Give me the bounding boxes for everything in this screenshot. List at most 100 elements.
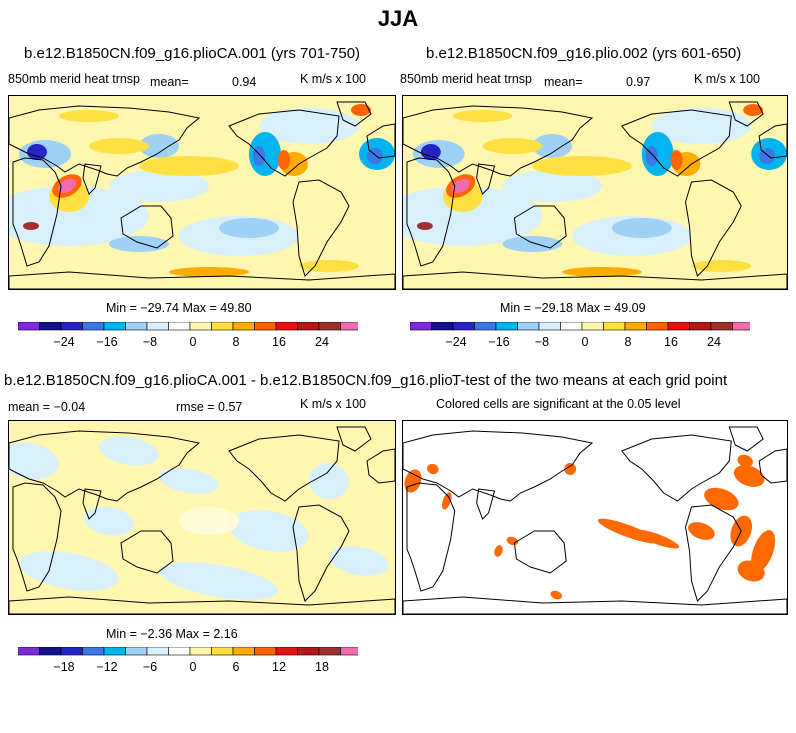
field-weak-negative [9,186,149,246]
colorbar-tick-label: −16 [96,335,117,349]
panel4-map-svg [403,421,787,614]
significant-cells [704,487,739,511]
coastline [476,163,496,195]
colorbar-swatch [710,322,733,331]
significant-cells [494,545,503,557]
colorbar-tick-label: 0 [190,660,197,674]
field-positive [23,222,39,230]
significant-cells [564,463,577,475]
panel1-title: b.e12.B1850CN.f09_g16.plioCA.001 (yrs 70… [24,45,361,62]
panel2-map [402,95,788,290]
colorbar-swatch [297,322,320,331]
colorbar-swatch [39,647,62,656]
colorbar-tick-label: −12 [96,660,117,674]
significant-cells [550,590,562,600]
coastline [403,430,594,502]
coastline [292,504,350,602]
diff-negative-region [159,468,219,494]
significant-cells [737,560,765,582]
coastline [685,179,742,277]
panel1-units: K m/s x 100 [300,72,366,86]
colorbar-swatch [82,647,105,656]
colorbar-swatch [275,647,298,656]
field-weak-negative [403,186,543,246]
diff-negative-region [19,551,119,591]
colorbar-swatch [168,322,191,331]
coastline [728,101,764,127]
panel1-mean-value: 0.94 [232,75,257,89]
colorbar-swatch [624,322,647,331]
panel2-units: K m/s x 100 [694,72,760,86]
colorbar-swatch [452,322,475,331]
panel4-map [402,420,788,615]
field-positive [482,138,543,154]
panel4-title: T-test of the two means at each grid poi… [452,372,728,389]
colorbar-swatch [189,647,212,656]
panel1-variable-label: 850mb merid heat trnsp [8,72,141,86]
colorbar-swatch [275,322,298,331]
significant-cells [426,463,439,475]
colorbar-tick-label: 6 [233,660,240,674]
coastline [621,109,732,177]
coastline [406,157,456,267]
coastline [120,530,174,574]
panel3-colorbar: −18 −12 −6 0 6 12 18 [18,647,358,677]
panel3-mean-label: mean = −0.04 [8,400,86,414]
panel1-colorbar: −24 −16 −8 0 8 16 24 [18,322,358,352]
coastline [228,109,340,177]
coastline [9,430,201,502]
colorbar-swatch [232,647,255,656]
coastline [336,426,372,452]
field-negative [27,144,47,160]
panel3-min-max: Min = −2.36 Max = 2.16 [106,627,238,641]
panel1-min-max: Min = −29.74 Max = 49.80 [106,301,252,315]
colorbar-swatch [189,322,212,331]
colorbar-swatch [297,647,320,656]
colorbar-swatch [495,322,518,331]
coastline [403,105,594,177]
colorbar-swatch [211,322,234,331]
coastline [9,596,395,614]
colorbar-swatch [340,322,358,331]
field-positive [299,260,359,272]
field-negative [611,218,672,238]
field-positive [351,104,371,116]
diff-neutral-region [179,507,239,535]
field-positive [670,150,683,170]
colorbar-swatch [538,322,561,331]
colorbar-tick-label: 16 [664,335,678,349]
coastline [120,205,174,249]
colorbar-swatch [603,322,626,331]
colorbar-swatch [232,322,255,331]
coastline [476,488,496,520]
panel1-colorbar-svg: −24 −16 −8 0 8 16 24 [18,322,358,349]
panel2-colorbar: −24 −16 −8 0 8 16 24 [410,322,750,352]
field-positive [416,222,433,230]
colorbar-swatch [146,647,169,656]
coastline [621,434,732,502]
field-negative [139,134,179,158]
colorbar-tick-label: 8 [625,335,632,349]
coastline [12,157,62,267]
colorbar-swatch [103,647,126,656]
colorbar-tick-label: 12 [272,660,286,674]
diff-negative-region [159,562,279,600]
field-positive [452,110,513,122]
coastline [403,271,787,289]
colorbar-tick-label: 0 [190,335,197,349]
coastline [406,482,456,592]
colorbar-swatch [254,322,277,331]
colorbar-tick-label: −18 [53,660,74,674]
field-negative [109,236,169,252]
panel2-map-svg [403,96,787,289]
significant-cells [688,522,715,540]
colorbar-swatch [431,322,454,331]
coastline [366,123,395,159]
coastline [728,426,764,452]
colorbar-swatch [340,647,358,656]
colorbar-tick-label: −16 [488,335,509,349]
colorbar-swatch [39,322,62,331]
colorbar-tick-label: −6 [143,660,157,674]
page-title: JJA [377,6,419,31]
coastline [228,434,340,502]
